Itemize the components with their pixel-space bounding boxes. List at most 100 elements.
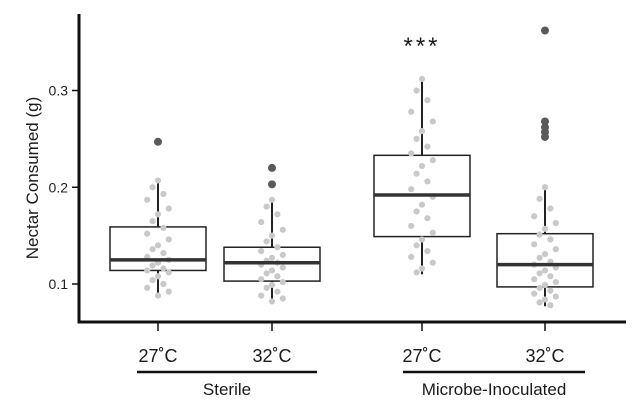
data-point — [149, 246, 156, 253]
outlier-point — [268, 180, 276, 189]
data-point — [408, 108, 415, 115]
outlier-point — [541, 26, 549, 35]
data-point — [408, 222, 415, 230]
data-point — [258, 276, 265, 283]
data-point — [408, 186, 415, 193]
data-point — [144, 230, 151, 237]
data-point — [160, 224, 167, 231]
data-point — [536, 284, 543, 291]
data-point — [429, 118, 436, 125]
significance-annotation: *** — [403, 33, 440, 60]
data-point — [531, 276, 538, 283]
data-point — [408, 253, 415, 261]
data-point — [552, 293, 559, 300]
data-point — [263, 203, 270, 210]
data-point — [429, 229, 436, 236]
data-point — [144, 196, 151, 203]
box-group: 32˚C — [496, 26, 594, 366]
data-point — [268, 196, 276, 203]
data-point — [258, 292, 265, 299]
data-point — [268, 254, 276, 261]
data-point — [149, 218, 156, 225]
data-point — [413, 242, 420, 249]
data-point — [144, 267, 151, 274]
y-tick-label: 0.3 — [49, 83, 69, 99]
y-tick-label: 0.1 — [49, 276, 69, 292]
data-point — [418, 236, 426, 243]
data-point — [263, 238, 270, 245]
outlier-point — [541, 123, 549, 132]
data-point — [547, 287, 554, 294]
x-tick-label: 27˚C — [402, 346, 441, 366]
data-point — [413, 87, 420, 94]
x-tick-label: 32˚C — [252, 346, 291, 366]
box-group: 27˚C — [373, 75, 471, 366]
data-point — [418, 75, 426, 82]
data-point — [541, 184, 549, 191]
data-point — [418, 265, 426, 272]
data-point — [547, 236, 554, 243]
data-point — [541, 267, 549, 274]
outlier-point — [268, 163, 276, 172]
data-point — [413, 135, 420, 142]
data-point — [536, 231, 543, 238]
data-point — [541, 281, 549, 289]
data-point — [268, 281, 276, 289]
data-point — [165, 269, 172, 276]
box-group: 32˚C — [223, 163, 321, 366]
data-point — [547, 205, 554, 212]
data-point — [263, 270, 270, 277]
data-point — [154, 177, 162, 184]
data-point — [429, 259, 436, 266]
data-point — [536, 299, 543, 306]
data-point — [154, 211, 162, 218]
y-tick-label: 0.2 — [49, 179, 69, 195]
data-point — [531, 213, 538, 220]
data-point — [552, 219, 559, 227]
data-point — [536, 270, 543, 277]
data-point — [541, 296, 549, 303]
data-point — [413, 269, 420, 276]
data-point — [424, 215, 431, 222]
data-point — [149, 277, 156, 284]
data-point — [165, 288, 172, 295]
data-point — [531, 290, 538, 297]
data-point — [552, 246, 559, 253]
data-point — [279, 278, 286, 286]
box-rect — [496, 232, 594, 288]
data-point — [274, 273, 281, 280]
data-point — [424, 97, 431, 104]
data-point — [424, 143, 431, 150]
data-point — [418, 128, 426, 135]
x-tick-label: 32˚C — [525, 346, 564, 366]
data-point — [418, 162, 426, 170]
data-point — [154, 273, 162, 280]
data-point — [160, 249, 167, 257]
data-point — [424, 248, 431, 255]
data-point — [165, 205, 172, 212]
data-point — [160, 265, 167, 272]
data-point — [149, 262, 156, 269]
data-point — [413, 208, 420, 215]
data-point — [536, 195, 543, 202]
data-point — [279, 251, 286, 259]
data-point — [279, 226, 286, 233]
data-point — [429, 157, 436, 164]
data-point — [160, 280, 167, 288]
data-point — [279, 264, 286, 271]
data-point — [268, 298, 276, 305]
outlier-point — [154, 137, 162, 146]
data-point — [424, 178, 431, 185]
data-point — [268, 267, 276, 274]
data-point — [547, 302, 554, 309]
data-point — [154, 292, 162, 299]
data-point — [263, 284, 270, 291]
data-point — [408, 150, 415, 157]
data-point — [418, 201, 426, 208]
data-point — [536, 254, 543, 261]
data-point — [154, 242, 162, 249]
data-point — [547, 273, 554, 280]
data-point — [268, 232, 276, 239]
